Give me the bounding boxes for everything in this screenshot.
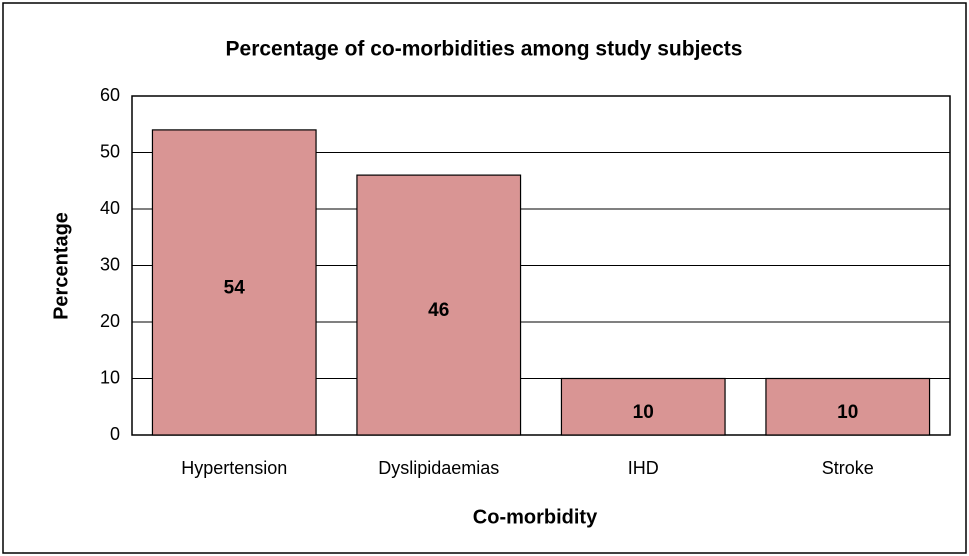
y-tick-label: 40	[100, 198, 120, 218]
y-tick-label: 50	[100, 141, 120, 161]
bar	[765, 377, 931, 436]
y-tick-label: 10	[100, 367, 120, 387]
plot-area	[131, 95, 951, 436]
x-tick-label: Hypertension	[181, 458, 287, 478]
x-tick-label: Stroke	[822, 458, 874, 478]
bar	[356, 174, 522, 436]
data-label: 54	[224, 277, 246, 298]
y-tick-label: 30	[100, 254, 120, 274]
y-tick-label: 60	[100, 85, 120, 105]
data-label: 10	[633, 402, 654, 423]
y-axis-label: Percentage	[50, 212, 72, 320]
x-axis-label: Co-morbidity	[473, 506, 598, 528]
bar	[560, 377, 726, 436]
data-label: 46	[428, 300, 449, 321]
data-label: 10	[837, 402, 858, 423]
x-tick-label: IHD	[628, 458, 659, 478]
y-tick-label: 20	[100, 311, 120, 331]
bar	[151, 129, 317, 436]
chart-title: Percentage of co-morbidities among study…	[226, 38, 743, 61]
y-tick-label: 0	[110, 424, 120, 444]
x-tick-label: Dyslipidaemias	[378, 458, 499, 478]
